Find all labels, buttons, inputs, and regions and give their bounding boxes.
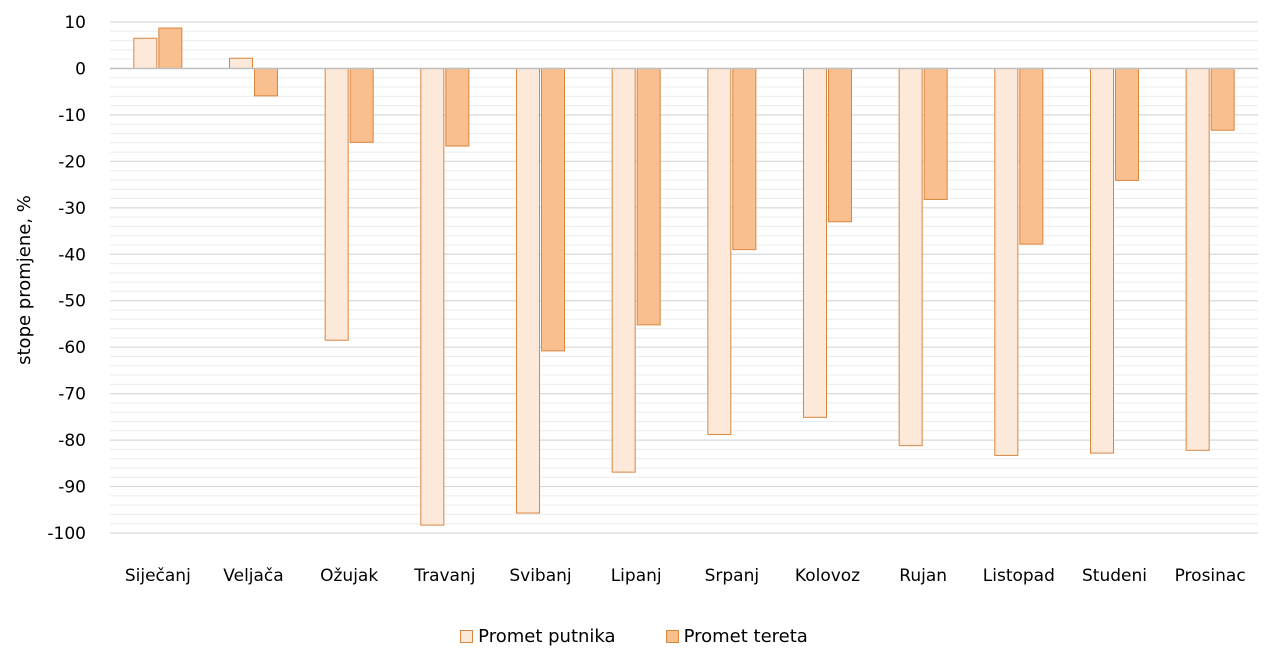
bar-promet-tereta (1115, 67, 1139, 181)
bar-promet-tereta (828, 67, 852, 223)
bars (133, 27, 1235, 526)
legend-label-series-2: Promet tereta (683, 626, 808, 647)
gridlines (110, 21, 1258, 534)
legend: Promet putnika Promet tereta (0, 626, 1268, 647)
x-tick-label: Kolovoz (795, 566, 860, 586)
x-tick-label: Svibanj (509, 566, 571, 586)
bar-promet-tereta (636, 67, 661, 326)
bar-promet-putnika (516, 67, 540, 514)
bar-promet-putnika (324, 67, 349, 341)
x-tick-label: Lipanj (611, 566, 662, 586)
bar-promet-putnika (898, 67, 923, 447)
bar-promet-tereta (1210, 67, 1235, 131)
bar-promet-tereta (1019, 67, 1044, 245)
bar-promet-putnika (1185, 67, 1210, 451)
bar-promet-putnika (420, 67, 445, 526)
bar-promet-putnika (803, 67, 827, 418)
legend-swatch-series-1 (460, 630, 474, 643)
y-tick-label: -40 (58, 245, 86, 265)
y-tick-label: -10 (58, 106, 86, 126)
bar-promet-tereta (923, 67, 948, 200)
bar-promet-putnika (994, 67, 1019, 456)
bar-promet-putnika (707, 67, 732, 436)
y-tick-labels: 10 0 -10 -20 -30 -40 -50 -60 -70 -80 -90 -100 (47, 13, 86, 544)
y-tick-label: 0 (75, 59, 86, 79)
y-tick-label: -70 (58, 385, 86, 405)
x-tick-label: Siječanj (125, 566, 191, 586)
legend-label-series-1: Promet putnika (478, 626, 616, 647)
x-tick-label: Srpanj (705, 566, 760, 586)
bar-promet-tereta (445, 67, 470, 147)
bar-promet-putnika (133, 37, 158, 69)
legend-swatch-series-2 (665, 630, 679, 643)
x-tick-label: Prosinac (1175, 566, 1246, 586)
bar-promet-tereta (254, 67, 278, 97)
x-tick-label: Veljača (223, 566, 283, 586)
y-tick-label: -90 (58, 478, 86, 498)
bar-promet-tereta (349, 67, 374, 143)
y-tick-label: -20 (58, 152, 86, 172)
y-tick-label: -30 (58, 199, 86, 219)
bar-promet-putnika (611, 67, 636, 473)
y-tick-label: -80 (58, 431, 86, 451)
bar-promet-putnika (229, 57, 253, 69)
bar-promet-putnika (1090, 67, 1114, 454)
y-tick-label: -60 (58, 338, 86, 358)
legend-item-series-1: Promet putnika (460, 626, 616, 647)
x-tick-label: Travanj (413, 566, 475, 586)
bar-promet-tereta (541, 67, 565, 352)
y-axis-title: stope promjene, % (14, 195, 35, 365)
x-tick-label: Studeni (1082, 566, 1147, 586)
bar-promet-tereta (732, 67, 757, 251)
x-tick-label: Ožujak (320, 566, 378, 586)
y-tick-label: -50 (58, 292, 86, 312)
legend-item-series-2: Promet tereta (665, 626, 808, 647)
x-tick-label: Rujan (899, 566, 947, 586)
x-tick-label: Listopad (983, 566, 1055, 586)
bar-promet-tereta (158, 27, 183, 69)
y-tick-label: 10 (64, 13, 86, 33)
y-tick-label: -100 (47, 524, 86, 544)
x-tick-labels: Siječanj Veljača Ožujak Travanj Svibanj Lipan… (125, 566, 1246, 586)
